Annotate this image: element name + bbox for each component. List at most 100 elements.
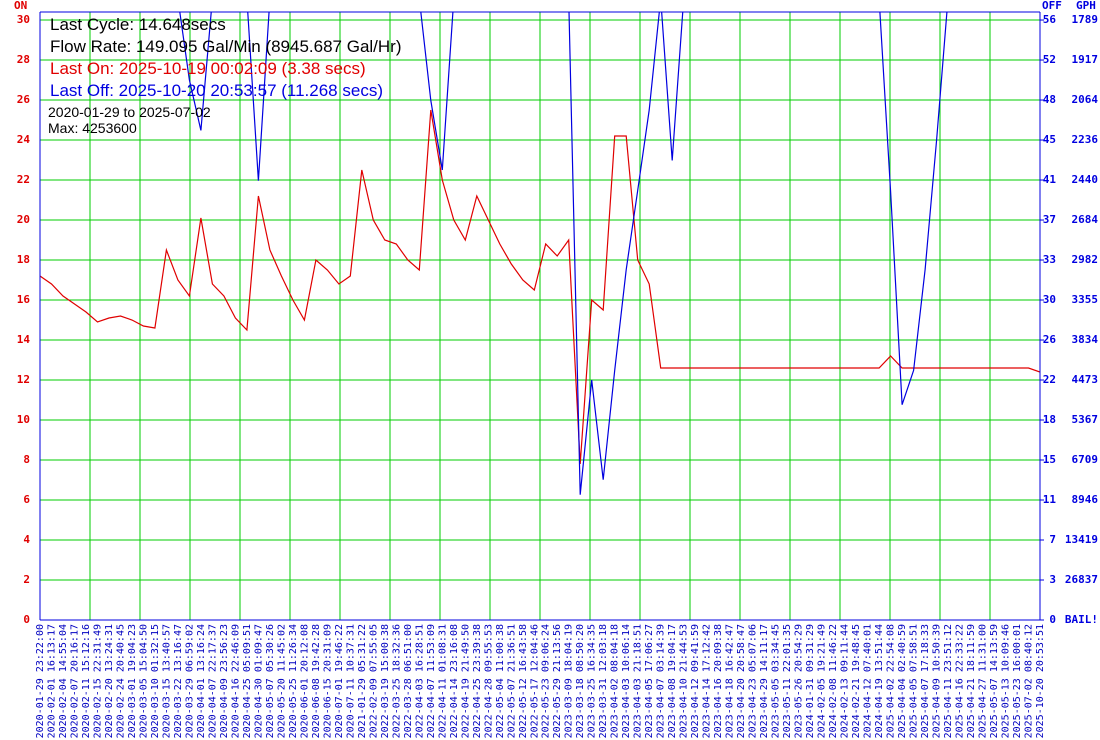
x-tick-label: 2025-04-09 10:50:39 (932, 624, 943, 738)
x-tick-label: 2025-07-02 08:40:12 (1024, 624, 1035, 738)
x-tick-label: 2022-05-04 11:00:38 (495, 624, 506, 738)
y2-tick-label: 56 (1043, 13, 1057, 26)
gph-tick-label: 2684 (1072, 213, 1099, 226)
gph-tick-label: 13419 (1065, 533, 1098, 546)
gph-tick-label: 6709 (1072, 453, 1099, 466)
x-tick-label: 2022-05-29 21:13:56 (552, 624, 563, 738)
x-tick-label: 2024-02-21 19:48:45 (851, 624, 862, 738)
x-tick-label: 2020-02-04 14:55:04 (58, 624, 69, 738)
y2-tick-label: 41 (1043, 173, 1057, 186)
y2-tick-label: 7 (1049, 533, 1056, 546)
x-tick-label: 2025-04-07 17:18:33 (920, 624, 931, 738)
x-tick-label: 2020-06-01 20:12:08 (299, 624, 310, 738)
x-tick-label: 2023-03-25 16:34:35 (587, 624, 598, 738)
y2-tick-label: 45 (1043, 133, 1056, 146)
y2-tick-label: 48 (1043, 93, 1056, 106)
x-tick-label: 2025-04-02 22:54:08 (886, 624, 897, 738)
x-tick-label: 2025-04-05 07:58:51 (909, 624, 920, 738)
x-tick-label: 2022-04-07 11:53:09 (426, 624, 437, 738)
x-tick-label: 2023-04-03 10:06:14 (621, 624, 632, 738)
x-tick-label: 2020-02-01 16:13:17 (46, 624, 57, 738)
x-tick-label: 2021-01-29 05:31:22 (357, 624, 368, 738)
x-tick-label: 2024-04-12 07:40:01 (863, 624, 874, 738)
x-tick-label: 2020-05-20 11:45:02 (276, 624, 287, 738)
gph-tick-label: 1917 (1072, 53, 1099, 66)
x-tick-label: 2022-03-28 06:51:00 (403, 624, 414, 738)
x-tick-label: 2020-04-07 22:17:37 (207, 624, 218, 738)
gph-tick-label: 2982 (1072, 253, 1099, 266)
x-tick-label: 2023-04-05 17:06:27 (644, 624, 655, 738)
x-tick-label: 2022-04-19 21:49:50 (460, 624, 471, 738)
x-tick-label: 2025-04-16 22:33:22 (955, 624, 966, 738)
y2-tick-label: 3 (1049, 573, 1056, 586)
x-tick-label: 2020-06-15 20:31:09 (322, 624, 333, 738)
x-tick-label: 2024-02-13 09:11:44 (840, 624, 851, 738)
y-tick-label: 6 (23, 493, 30, 506)
right-axis-title: OFF (1042, 0, 1062, 12)
x-tick-label: 2020-02-07 20:16:17 (69, 624, 80, 738)
y2-tick-label: 15 (1043, 453, 1056, 466)
x-tick-label: 2023-04-29 14:11:17 (759, 624, 770, 738)
x-tick-label: 2025-04-27 11:31:00 (978, 624, 989, 738)
x-tick-label: 2022-05-17 12:04:46 (529, 624, 540, 738)
gph-tick-label: 3355 (1072, 293, 1099, 306)
x-tick-label: 2023-05-26 20:54:29 (794, 624, 805, 738)
x-tick-label: 2020-05-25 11:26:34 (288, 624, 299, 738)
x-tick-label: 2023-03-09 18:04:19 (564, 624, 575, 738)
x-tick-label: 2020-04-09 23:56:23 (219, 624, 230, 738)
x-tick-label: 2020-04-30 01:09:47 (253, 624, 264, 738)
gph-tick-label: 2236 (1072, 133, 1099, 146)
y-tick-label: 24 (17, 133, 31, 146)
x-tick-label: 2023-05-11 22:01:35 (782, 624, 793, 738)
x-tick-label: 2020-03-10 01:32:15 (150, 624, 161, 738)
y-tick-label: 4 (23, 533, 30, 546)
x-tick-label: 2022-04-03 16:28:51 (414, 624, 425, 738)
x-tick-label: 2024-04-19 13:51:44 (874, 624, 885, 738)
x-tick-label: 2022-04-28 09:55:53 (483, 624, 494, 738)
x-tick-label: 2020-04-16 22:46:09 (230, 624, 241, 738)
x-tick-label: 2023-04-02 08:04:18 (610, 624, 621, 738)
note: Max: 4253600 (48, 120, 137, 136)
x-tick-label: 2022-05-23 09:06:24 (541, 624, 552, 738)
y-tick-label: 0 (23, 613, 30, 626)
x-tick-label: 2023-04-10 21:44:53 (679, 624, 690, 738)
x-tick-label: 2022-05-07 21:36:51 (506, 624, 517, 738)
x-tick-label: 2023-04-07 03:14:39 (656, 624, 667, 738)
gph-tick-label: 26837 (1065, 573, 1098, 586)
y-tick-label: 14 (17, 333, 31, 346)
y-tick-label: 2 (23, 573, 30, 586)
x-tick-label: 2023-04-14 17:12:42 (702, 624, 713, 738)
x-tick-label: 2023-03-31 12:03:18 (598, 624, 609, 738)
note: 2020-01-29 to 2025-07-02 (48, 104, 211, 120)
y2-tick-label: 18 (1043, 413, 1056, 426)
x-tick-label: 2020-07-01 19:46:22 (334, 624, 345, 738)
x-tick-label: 2025-04-04 02:40:59 (897, 624, 908, 738)
y2-tick-label: 22 (1043, 373, 1056, 386)
x-tick-label: 2024-02-05 19:21:49 (817, 624, 828, 738)
x-tick-label: 2020-07-11 10:37:31 (345, 624, 356, 738)
y2-tick-label: 26 (1043, 333, 1057, 346)
x-tick-label: 2020-03-15 13:40:57 (161, 624, 172, 738)
y-tick-label: 12 (17, 373, 30, 386)
x-tick-label: 2024-01-31 09:31:29 (805, 624, 816, 738)
x-tick-label: 2025-05-23 16:00:01 (1012, 624, 1023, 738)
x-tick-label: 2024-02-08 11:46:22 (828, 624, 839, 738)
x-tick-label: 2020-02-11 15:12:16 (81, 624, 92, 738)
gph-tick-label: 2064 (1072, 93, 1099, 106)
x-tick-label: 2023-04-16 20:09:38 (713, 624, 724, 738)
x-tick-label: 2023-04-12 09:41:59 (690, 624, 701, 738)
x-tick-label: 2020-03-05 15:04:50 (138, 624, 149, 738)
y2-tick-label: 0 (1049, 613, 1056, 626)
y-tick-label: 20 (17, 213, 30, 226)
x-tick-label: 2020-03-29 06:59:02 (184, 624, 195, 738)
gph-tick-label: 2440 (1072, 173, 1099, 186)
annotation: Last Cycle: 14.648secs (50, 15, 226, 34)
annotation: Flow Rate: 149.095 Gal/Min (8945.687 Gal… (50, 37, 402, 56)
gph-tick-label: BAIL! (1065, 613, 1098, 626)
y2-tick-label: 33 (1043, 253, 1056, 266)
x-tick-label: 2023-03-18 08:50:20 (575, 624, 586, 738)
left-axis-title: ON (14, 0, 27, 12)
annotation: Last Off: 2025-10-20 20:53:57 (11.268 se… (50, 81, 383, 100)
